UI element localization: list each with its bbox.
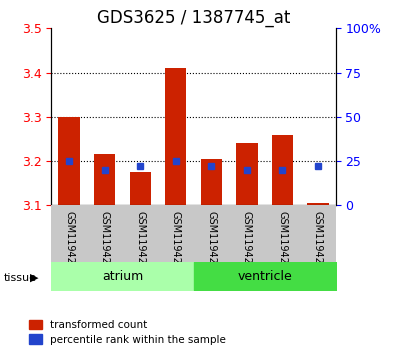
Text: GSM119423: GSM119423 [100, 211, 110, 270]
Text: GSM119429: GSM119429 [313, 211, 323, 270]
Title: GDS3625 / 1387745_at: GDS3625 / 1387745_at [97, 9, 290, 27]
Legend: transformed count, percentile rank within the sample: transformed count, percentile rank withi… [25, 316, 230, 349]
Text: ventricle: ventricle [237, 270, 292, 282]
Bar [58, 117, 80, 205]
Bar [165, 68, 186, 205]
Text: ▶: ▶ [30, 273, 38, 283]
Text: tissue: tissue [4, 273, 37, 283]
Text: GSM119426: GSM119426 [206, 211, 216, 270]
Text: GSM119427: GSM119427 [242, 211, 252, 270]
Text: GSM119425: GSM119425 [171, 211, 181, 270]
Text: GSM119424: GSM119424 [135, 211, 145, 270]
Bar [130, 172, 151, 205]
Text: atrium: atrium [102, 270, 143, 282]
Text: GSM119422: GSM119422 [64, 211, 74, 270]
Bar [94, 154, 115, 205]
Bar [236, 143, 258, 205]
Text: GSM119428: GSM119428 [277, 211, 288, 270]
Bar [307, 203, 329, 205]
Bar [201, 159, 222, 205]
Bar [272, 135, 293, 205]
